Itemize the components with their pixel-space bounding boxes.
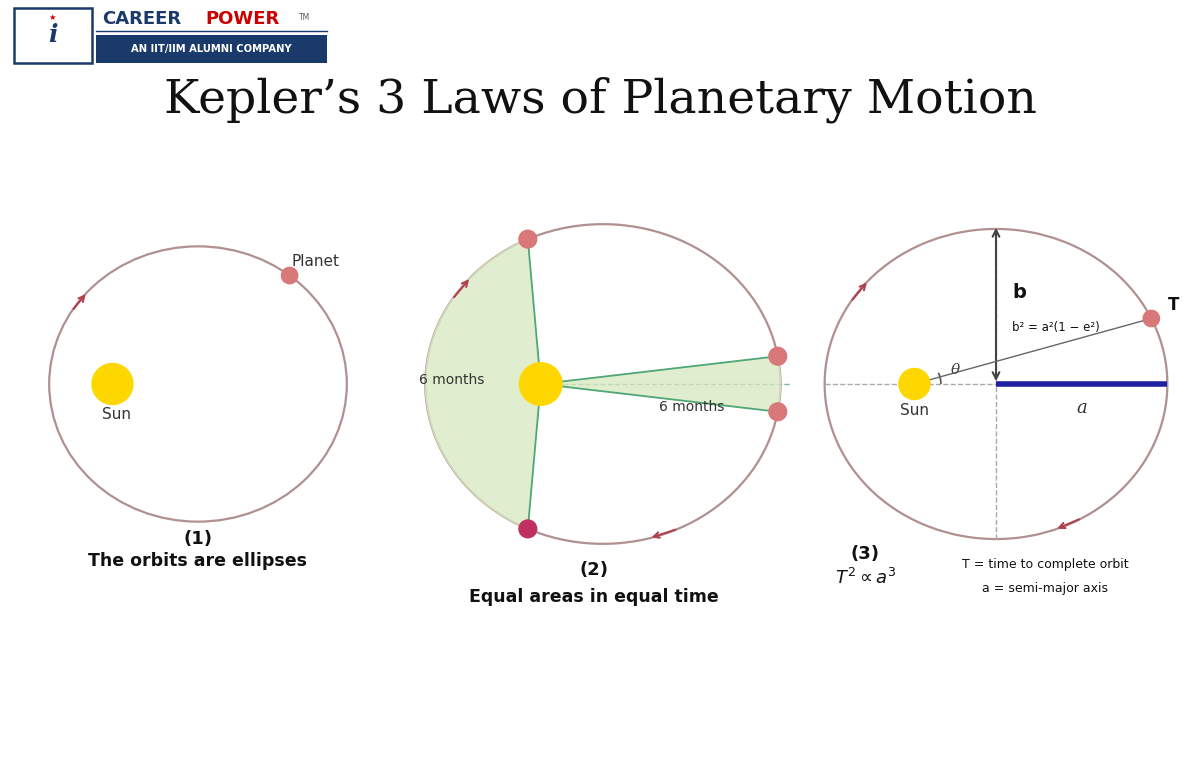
Polygon shape xyxy=(425,239,541,529)
Text: (3): (3) xyxy=(851,545,880,564)
Text: TM: TM xyxy=(299,13,310,22)
Circle shape xyxy=(282,267,298,283)
Circle shape xyxy=(518,520,536,538)
Text: AN IIT/IIM ALUMNI COMPANY: AN IIT/IIM ALUMNI COMPANY xyxy=(131,44,292,54)
Circle shape xyxy=(769,347,787,365)
FancyBboxPatch shape xyxy=(13,8,91,63)
Circle shape xyxy=(769,403,787,421)
Text: Equal areas in equal time: Equal areas in equal time xyxy=(469,588,719,605)
Text: ★: ★ xyxy=(49,12,56,22)
Text: T = time to complete orbit: T = time to complete orbit xyxy=(961,558,1128,571)
Text: Planet: Planet xyxy=(292,254,340,270)
Circle shape xyxy=(520,362,562,406)
Text: 6 months: 6 months xyxy=(419,373,485,387)
Text: $T^2 \propto a^3$: $T^2 \propto a^3$ xyxy=(835,568,896,588)
Text: Sun: Sun xyxy=(102,407,131,422)
Text: The orbits are ellipses: The orbits are ellipses xyxy=(89,552,307,571)
Circle shape xyxy=(92,363,133,405)
Text: Sun: Sun xyxy=(900,402,929,418)
Text: POWER: POWER xyxy=(205,10,280,28)
Text: T: T xyxy=(1168,296,1178,314)
Text: (1): (1) xyxy=(184,530,212,548)
Circle shape xyxy=(1144,310,1159,326)
Text: Kepler’s 3 Laws of Planetary Motion: Kepler’s 3 Laws of Planetary Motion xyxy=(163,77,1037,124)
Text: a: a xyxy=(1076,399,1087,416)
Text: θ: θ xyxy=(952,362,960,377)
FancyBboxPatch shape xyxy=(96,35,326,63)
Text: b: b xyxy=(1013,283,1026,303)
Polygon shape xyxy=(541,356,780,412)
Text: a = semi-major axis: a = semi-major axis xyxy=(982,582,1108,595)
Text: (2): (2) xyxy=(580,561,608,579)
Text: b² = a²(1 − e²): b² = a²(1 − e²) xyxy=(1013,321,1100,334)
Text: CAREER: CAREER xyxy=(102,10,181,28)
Circle shape xyxy=(899,369,930,399)
Text: 6 months: 6 months xyxy=(659,399,725,414)
Text: i: i xyxy=(48,24,58,48)
Circle shape xyxy=(518,230,536,248)
